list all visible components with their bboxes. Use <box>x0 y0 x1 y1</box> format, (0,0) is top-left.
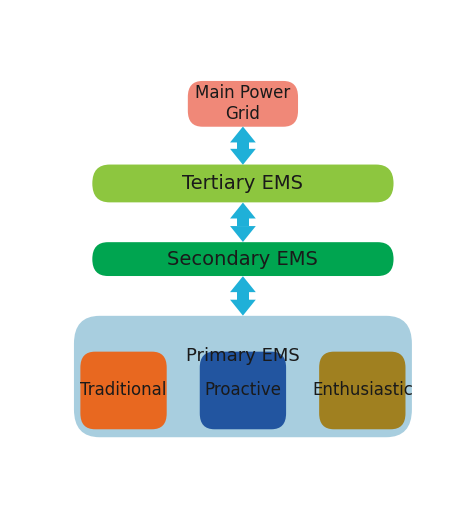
Text: Main Power
Grid: Main Power Grid <box>195 84 291 123</box>
Polygon shape <box>237 219 249 226</box>
FancyBboxPatch shape <box>74 316 412 437</box>
Polygon shape <box>230 226 256 242</box>
Polygon shape <box>230 149 256 165</box>
Text: Secondary EMS: Secondary EMS <box>167 250 319 269</box>
Text: Primary EMS: Primary EMS <box>186 346 300 364</box>
FancyBboxPatch shape <box>319 352 405 429</box>
FancyBboxPatch shape <box>200 352 286 429</box>
Polygon shape <box>230 203 256 219</box>
FancyBboxPatch shape <box>92 242 393 276</box>
FancyBboxPatch shape <box>188 81 298 127</box>
FancyBboxPatch shape <box>92 164 393 202</box>
Polygon shape <box>237 292 249 300</box>
Text: Proactive: Proactive <box>204 382 282 400</box>
Polygon shape <box>237 143 249 149</box>
Polygon shape <box>230 300 256 315</box>
Polygon shape <box>230 127 256 143</box>
Text: Traditional: Traditional <box>81 382 167 400</box>
Polygon shape <box>230 276 256 292</box>
FancyBboxPatch shape <box>81 352 167 429</box>
Text: Enthusiastic: Enthusiastic <box>312 382 413 400</box>
Text: Tertiary EMS: Tertiary EMS <box>182 174 303 193</box>
